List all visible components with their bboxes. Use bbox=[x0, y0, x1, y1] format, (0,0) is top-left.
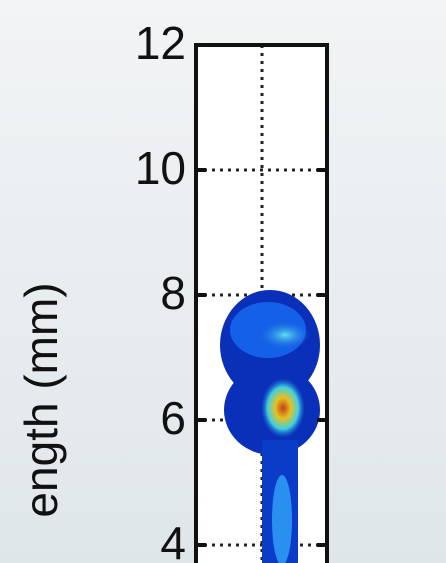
chart: ength (mm) 4 6 8 10 12 bbox=[0, 0, 446, 563]
blob bbox=[261, 378, 305, 438]
y-tick-label: 6 bbox=[160, 392, 186, 444]
y-axis-label: ength (mm) bbox=[15, 282, 67, 517]
y-tick-label: 4 bbox=[160, 517, 186, 563]
y-tick-label: 10 bbox=[135, 142, 186, 194]
y-tick-label: 8 bbox=[160, 267, 186, 319]
y-tick-label: 12 bbox=[135, 17, 186, 69]
blob bbox=[259, 321, 311, 349]
blob bbox=[272, 475, 292, 563]
